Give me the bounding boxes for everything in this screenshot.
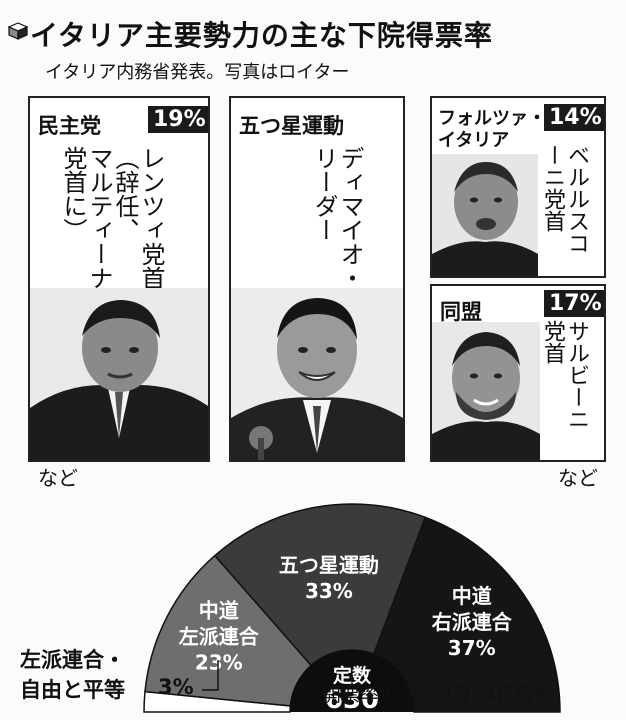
party-name: 五つ星運動: [239, 114, 344, 138]
leader-caption: レンツィ党首 （辞任、 マルティーナ 党首に）: [59, 146, 165, 290]
page-title: イタリア主要勢力の主な下院得票率: [30, 19, 493, 52]
leader-line: [202, 660, 219, 691]
segment-label: 中道左派連合 23%: [179, 599, 260, 675]
etc-label: など: [558, 466, 598, 490]
cube-icon: [8, 22, 28, 40]
segment-label: 中道右派連合 37%: [432, 584, 513, 660]
leader-photo: [30, 288, 208, 460]
etc-label: など: [38, 466, 78, 490]
vote-share-badge: 19%: [148, 106, 208, 133]
leader-photo: [432, 322, 540, 460]
leader-photo: [231, 288, 403, 460]
party-name: 同盟: [440, 300, 482, 324]
panel-five-star-movement: 五つ星運動 ディマイオ・ リーダー: [229, 96, 405, 462]
chart-center-disc: [290, 650, 414, 712]
panel-forza-italia: フォルツァ・ イタリア 14% ベルルスコ ーニ党首: [430, 96, 606, 278]
leader-caption: ディマイオ・ リーダー: [310, 146, 364, 290]
panel-league: 同盟 17% サルビーニ 党首: [430, 284, 606, 462]
party-name: 民主党: [38, 114, 101, 138]
center-label: 定数: [333, 664, 372, 687]
leader-caption: サルビーニ 党首: [540, 320, 589, 430]
leftover-segment-pct: 3%: [158, 675, 194, 699]
chart-footnote: 開票率99%。3月14日現在: [322, 684, 553, 706]
party-name: フォルツァ・ イタリア: [438, 108, 546, 151]
leader-caption: ベルルスコ ーニ党首: [540, 144, 589, 254]
leader-photo: [432, 154, 538, 276]
chart-segments: [143, 503, 561, 713]
page-subtitle: イタリア内務省発表。写真はロイター: [45, 62, 350, 83]
vote-share-badge: 14%: [544, 104, 604, 131]
segment-label: 五つ星運動 33%: [279, 553, 379, 603]
chart-labels: 中道左派連合 23% 五つ星運動 33% 中道右派連合 37%: [179, 553, 513, 674]
center-value: 630: [325, 685, 379, 715]
panel-democratic-party: 民主党 19% レンツィ党首 （辞任、 マルティーナ 党首に）: [28, 96, 210, 462]
vote-share-badge: 17%: [544, 290, 604, 317]
leftover-segment-label: 左派連合・ 自由と平等: [20, 648, 125, 702]
